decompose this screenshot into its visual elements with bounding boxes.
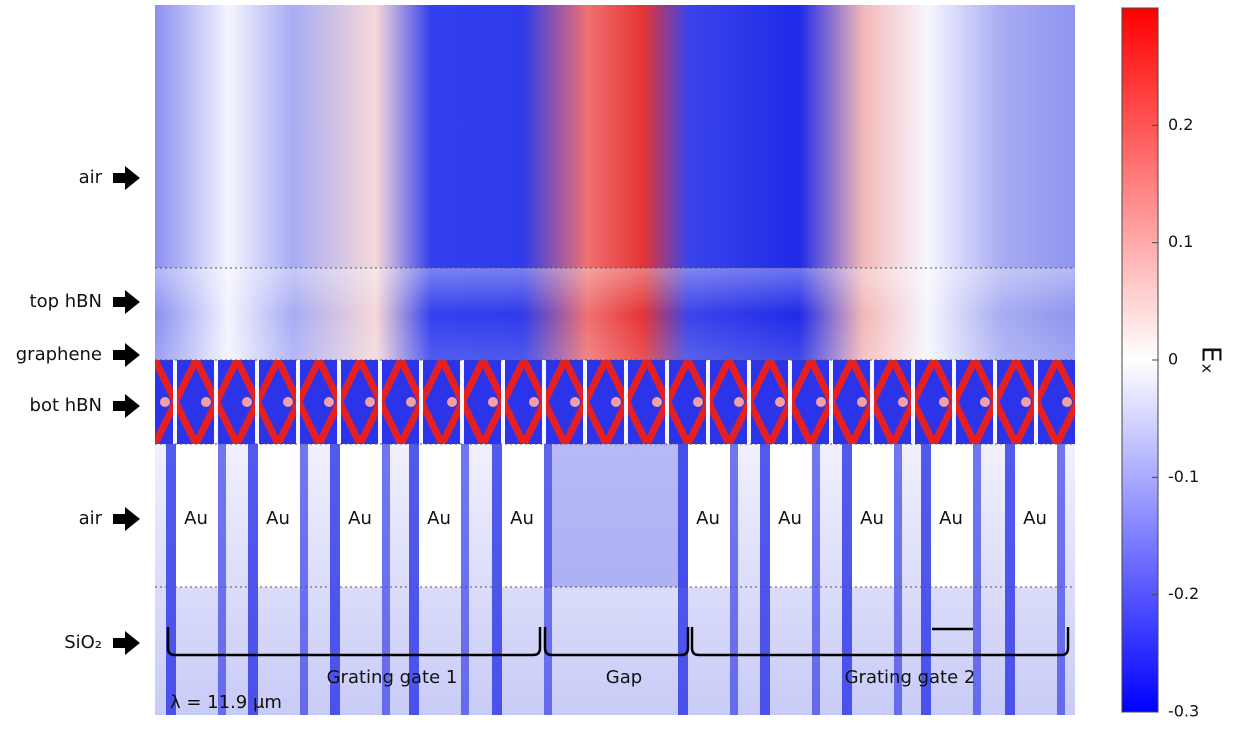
layer-label: bot hBN [30, 395, 102, 416]
colorbar-tick-label: -0.3 [1168, 702, 1199, 721]
au-block [931, 444, 973, 587]
au-label: Au [348, 508, 372, 529]
au-label: Au [427, 508, 451, 529]
blue-stripe [218, 444, 226, 715]
au-label: Au [510, 508, 534, 529]
arrow [113, 631, 140, 655]
layer-label: SiO₂ [64, 632, 102, 653]
colorbar-tick-label: 0 [1168, 350, 1178, 369]
blue-stripe [409, 444, 419, 715]
au-block [258, 444, 300, 587]
wavelength: λ = 11.9 μm [170, 692, 282, 713]
blue-stripe [1057, 444, 1065, 715]
blue-stripe [760, 444, 770, 715]
blue-stripe [382, 444, 390, 715]
arrow [113, 166, 140, 190]
au-block [176, 444, 218, 587]
region-label: Gap [606, 667, 642, 688]
blue-stripe [1005, 444, 1015, 715]
blue-stripe [166, 444, 176, 715]
blue-stripe [461, 444, 469, 715]
au-block [852, 444, 894, 587]
colorbar-tick-label: 0.2 [1168, 115, 1193, 134]
au-block [688, 444, 730, 587]
blue-stripe [678, 444, 688, 715]
blue-stripe [300, 444, 308, 715]
colorbar-tick-label: 0.1 [1168, 232, 1193, 251]
blue-stripe [544, 444, 552, 715]
region-label: Grating gate 1 [327, 667, 458, 688]
layer-label: graphene [16, 344, 102, 365]
blue-stripe [492, 444, 502, 715]
au-label: Au [939, 508, 963, 529]
au-label: Au [184, 508, 208, 529]
arrow [113, 507, 140, 531]
arrow [113, 343, 140, 367]
au-label: Au [778, 508, 802, 529]
colorbar-tick-label: -0.2 [1168, 584, 1199, 603]
blue-stripe [730, 444, 738, 715]
arrow [113, 394, 140, 418]
blue-stripe [842, 444, 852, 715]
layer-label: air [79, 508, 103, 529]
arrow [113, 290, 140, 314]
au-block [502, 444, 544, 587]
blue-stripe [921, 444, 931, 715]
au-block [340, 444, 382, 587]
layer-label: top hBN [30, 291, 102, 312]
colorbar-label: Eₓ [1196, 346, 1226, 374]
au-label: Au [266, 508, 290, 529]
au-label: Au [696, 508, 720, 529]
blue-stripe [330, 444, 340, 715]
au-block [419, 444, 461, 587]
layer-label: air [79, 167, 103, 188]
colorbar-tick-label: -0.1 [1168, 467, 1199, 486]
blue-stripe [812, 444, 820, 715]
brackets [166, 627, 1070, 657]
au-block [1015, 444, 1057, 587]
field-map [155, 5, 1075, 715]
blue-stripe [973, 444, 981, 715]
region-label: Grating gate 2 [845, 667, 976, 688]
au-block [770, 444, 812, 587]
au-label: Au [860, 508, 884, 529]
blue-stripe [248, 444, 258, 715]
blue-stripe [894, 444, 902, 715]
au-label: Au [1023, 508, 1047, 529]
